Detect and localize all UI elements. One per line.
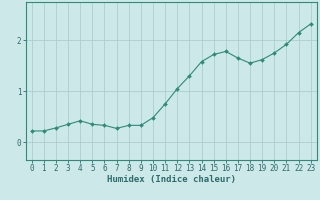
X-axis label: Humidex (Indice chaleur): Humidex (Indice chaleur) [107, 175, 236, 184]
